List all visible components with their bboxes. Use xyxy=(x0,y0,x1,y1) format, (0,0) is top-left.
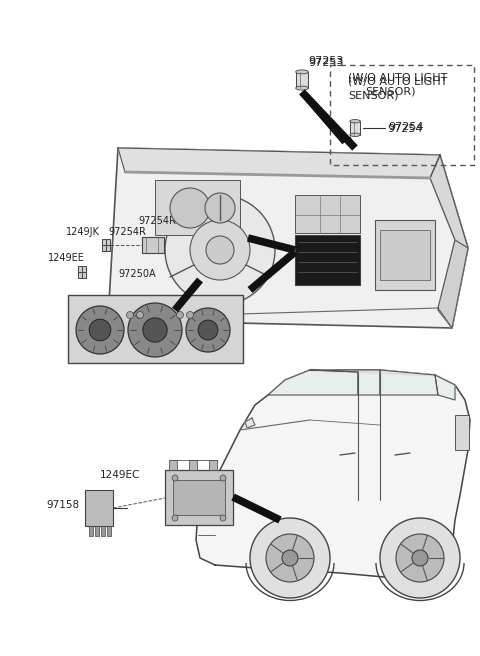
Circle shape xyxy=(380,518,460,598)
Circle shape xyxy=(205,193,235,223)
Text: (W/O AUTO LIGHT: (W/O AUTO LIGHT xyxy=(348,76,447,86)
Circle shape xyxy=(187,312,193,319)
Circle shape xyxy=(198,320,218,340)
Circle shape xyxy=(165,195,275,305)
Circle shape xyxy=(170,188,210,228)
Circle shape xyxy=(177,312,183,319)
Bar xyxy=(173,480,225,515)
Text: 97254: 97254 xyxy=(388,122,423,132)
Bar xyxy=(295,235,360,285)
Bar xyxy=(189,460,197,470)
Circle shape xyxy=(266,534,314,582)
Text: 1249EE: 1249EE xyxy=(48,253,85,263)
Bar xyxy=(200,490,218,508)
Circle shape xyxy=(206,236,234,264)
Text: 97254R: 97254R xyxy=(138,216,176,226)
Text: 97250A: 97250A xyxy=(118,269,156,279)
Bar xyxy=(350,121,360,134)
Text: 1249JK: 1249JK xyxy=(66,227,100,237)
Bar xyxy=(155,180,240,235)
Circle shape xyxy=(186,308,230,352)
Polygon shape xyxy=(430,155,468,328)
Bar xyxy=(330,65,474,165)
Circle shape xyxy=(282,550,298,566)
Circle shape xyxy=(136,312,144,319)
Text: 97253: 97253 xyxy=(308,56,343,66)
Text: 97254: 97254 xyxy=(387,124,422,134)
Bar xyxy=(102,239,110,251)
Circle shape xyxy=(412,550,428,566)
Bar xyxy=(68,295,243,363)
Circle shape xyxy=(190,220,250,280)
Bar xyxy=(296,72,308,88)
Bar xyxy=(142,237,164,253)
Circle shape xyxy=(172,475,178,481)
Bar xyxy=(209,460,217,470)
Circle shape xyxy=(89,319,111,341)
Bar xyxy=(295,195,360,233)
Polygon shape xyxy=(310,370,380,395)
Circle shape xyxy=(172,515,178,521)
Polygon shape xyxy=(435,375,455,400)
Text: 97253: 97253 xyxy=(308,58,343,68)
Text: SENSOR): SENSOR) xyxy=(348,91,398,101)
Polygon shape xyxy=(196,370,470,578)
Polygon shape xyxy=(438,240,468,328)
Text: 97158: 97158 xyxy=(46,500,79,510)
Ellipse shape xyxy=(296,70,308,74)
Text: (W/O AUTO LIGHT: (W/O AUTO LIGHT xyxy=(348,73,447,83)
Bar xyxy=(85,490,113,526)
Bar xyxy=(455,415,469,450)
Circle shape xyxy=(76,306,124,354)
Bar xyxy=(101,526,105,536)
Polygon shape xyxy=(108,148,468,328)
Text: 1249EC: 1249EC xyxy=(100,470,140,480)
Bar xyxy=(380,230,430,280)
Polygon shape xyxy=(268,370,358,395)
Text: SENSOR): SENSOR) xyxy=(365,87,416,97)
Circle shape xyxy=(127,312,133,319)
Ellipse shape xyxy=(350,133,360,136)
Circle shape xyxy=(128,303,182,357)
Bar xyxy=(89,526,93,536)
Bar xyxy=(107,526,111,536)
Text: 97254R: 97254R xyxy=(108,227,146,237)
Polygon shape xyxy=(245,418,255,428)
Circle shape xyxy=(250,518,330,598)
Bar xyxy=(78,266,86,278)
Ellipse shape xyxy=(296,86,308,90)
Bar xyxy=(165,470,233,525)
Bar xyxy=(169,460,177,470)
Circle shape xyxy=(220,515,226,521)
Polygon shape xyxy=(380,370,438,395)
Circle shape xyxy=(143,318,167,342)
Ellipse shape xyxy=(350,119,360,123)
Polygon shape xyxy=(118,148,440,178)
Bar xyxy=(375,220,435,290)
Circle shape xyxy=(220,475,226,481)
Bar xyxy=(95,526,99,536)
Circle shape xyxy=(396,534,444,582)
